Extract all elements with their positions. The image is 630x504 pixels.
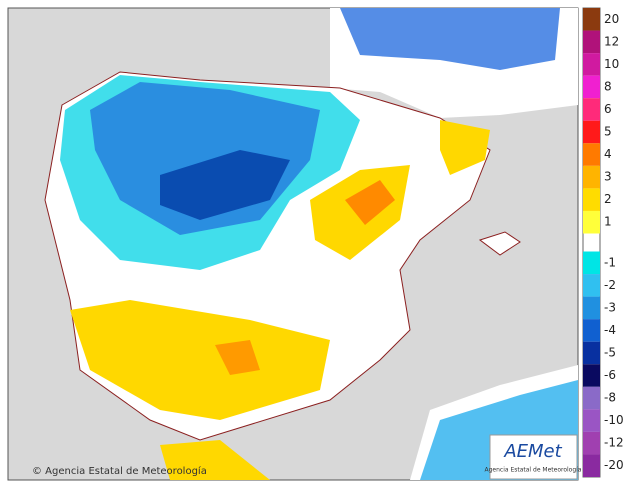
legend-swatch bbox=[583, 98, 600, 121]
anomaly-area bbox=[440, 120, 490, 175]
legend-label: 5 bbox=[604, 125, 612, 139]
anomaly-area bbox=[345, 180, 395, 225]
legend-swatch bbox=[583, 431, 600, 455]
legend-label: 3 bbox=[604, 170, 612, 184]
legend-swatch bbox=[583, 341, 600, 365]
legend-label: 12 bbox=[604, 34, 619, 48]
anomaly-area bbox=[160, 150, 290, 220]
legend-label: -6 bbox=[604, 368, 616, 382]
legend-swatch bbox=[583, 188, 600, 211]
legend-swatch bbox=[583, 30, 600, 54]
legend-label: -10 bbox=[604, 413, 624, 427]
logo-box bbox=[489, 434, 578, 480]
logo-name: AEMet bbox=[503, 441, 562, 462]
logo-subtitle: Agencia Estatal de Meteorología bbox=[485, 467, 582, 474]
anomaly-area bbox=[70, 300, 330, 420]
legend-swatch bbox=[583, 319, 600, 342]
legend-swatch bbox=[583, 143, 600, 166]
legend-swatch bbox=[583, 8, 600, 31]
legend-swatch bbox=[583, 296, 600, 320]
legend-swatch bbox=[583, 53, 600, 76]
legend-label: -20 bbox=[604, 458, 624, 472]
legend-label: -3 bbox=[604, 300, 616, 314]
legend-swatch bbox=[583, 274, 600, 297]
legend-label: 4 bbox=[604, 147, 612, 161]
legend-swatch bbox=[583, 409, 600, 432]
legend-swatch bbox=[583, 251, 600, 275]
legend-label: 20 bbox=[604, 12, 619, 26]
anomaly-area bbox=[215, 340, 260, 375]
legend-label: 8 bbox=[604, 79, 612, 93]
island bbox=[478, 231, 521, 256]
credit: © Agencia Estatal de Meteorología bbox=[32, 465, 207, 477]
legend-label: 6 bbox=[604, 102, 612, 116]
legend-label: -12 bbox=[604, 436, 624, 450]
anomaly-area bbox=[160, 440, 270, 480]
legend-swatch bbox=[583, 454, 600, 477]
legend-label: 1 bbox=[604, 215, 612, 229]
legend-swatch bbox=[583, 210, 600, 234]
legend-swatch bbox=[583, 75, 600, 99]
anomaly-area bbox=[340, 8, 560, 70]
legend-label: -4 bbox=[604, 323, 616, 337]
legend: 20 12 10 8 6 5 4 3 2 1 -1 -2 -3 -4 -5 -6 -8 -10 -12 -20 bbox=[582, 7, 624, 478]
legend-label: -2 bbox=[604, 278, 616, 292]
legend-label: 10 bbox=[604, 57, 619, 71]
legend-swatch bbox=[583, 364, 600, 387]
legend-swatch bbox=[583, 386, 600, 410]
legend-label: -1 bbox=[604, 255, 616, 269]
legend-label: -5 bbox=[604, 345, 616, 359]
legend-label: -8 bbox=[604, 391, 616, 405]
legend-label: 2 bbox=[604, 192, 612, 206]
legend-swatch bbox=[583, 165, 600, 189]
legend-swatch bbox=[583, 120, 600, 144]
